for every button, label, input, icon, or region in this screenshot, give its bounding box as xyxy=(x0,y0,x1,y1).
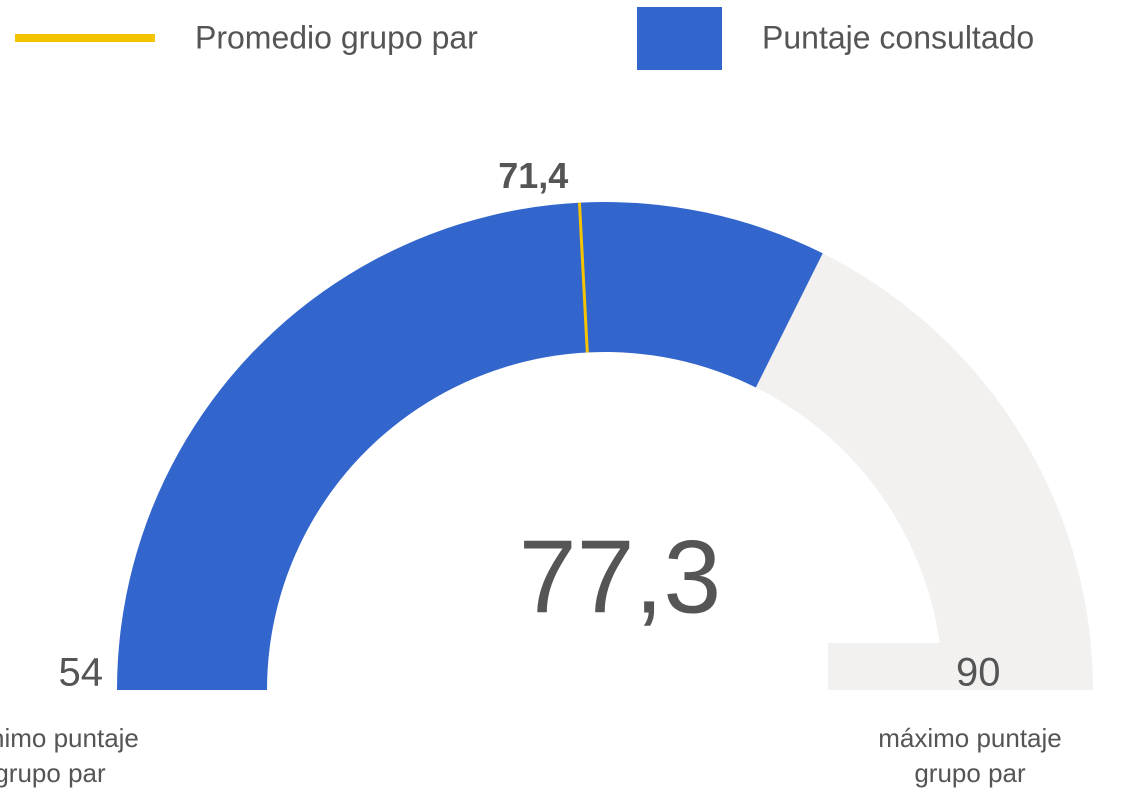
min-caption: grupo par xyxy=(0,758,106,788)
legend-label: Puntaje consultado xyxy=(762,19,1034,55)
legend-label: Promedio grupo par xyxy=(195,19,478,55)
min-caption: mínimo puntaje xyxy=(0,723,139,753)
gauge-value xyxy=(117,202,823,690)
reference-line xyxy=(577,202,589,353)
label-backdrop xyxy=(828,643,946,690)
gauge-value-label: 77,3 xyxy=(519,519,721,635)
max-label: 90 xyxy=(956,651,1001,695)
max-caption: grupo par xyxy=(914,758,1026,788)
min-label: 54 xyxy=(59,651,104,695)
legend-swatch xyxy=(637,7,722,70)
max-caption: máximo puntaje xyxy=(878,723,1062,753)
reference-label: 71,4 xyxy=(498,155,568,196)
